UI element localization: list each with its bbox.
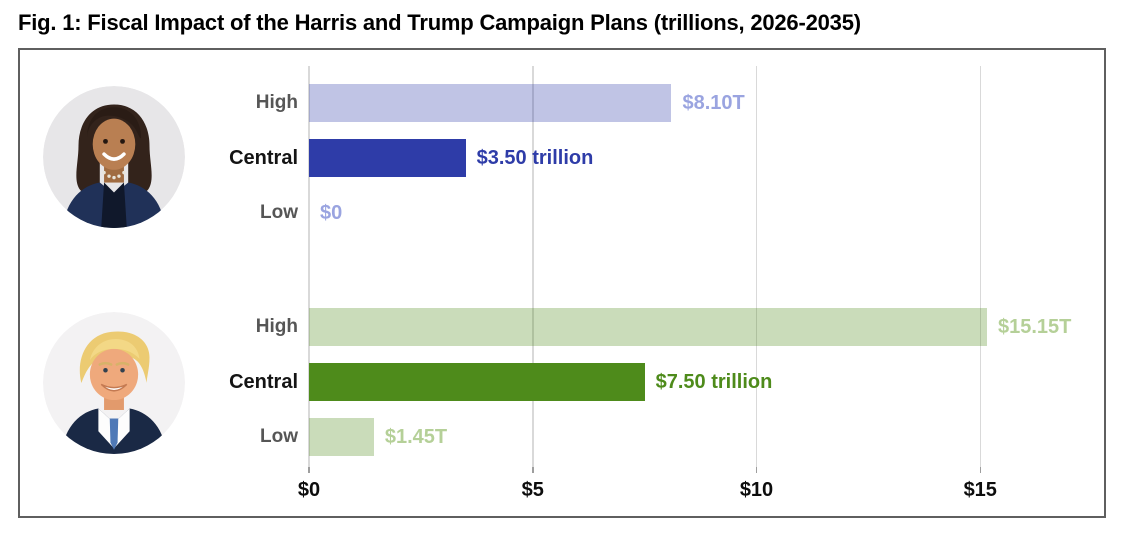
x-axis-label-$0: $0 — [297, 479, 321, 501]
x-axis-label-$5: $5 — [521, 479, 544, 501]
category-label-trump-central: Central — [229, 371, 298, 393]
category-label-harris-low: Low — [260, 202, 298, 223]
value-label-trump-central: $7.50 trillion — [655, 371, 773, 393]
bar-harris-central — [309, 139, 466, 177]
category-label-trump-low: Low — [260, 426, 298, 447]
axis-tick-$15 — [979, 467, 981, 473]
axis-tick-$5 — [532, 467, 534, 473]
axis-tick-$0 — [308, 467, 310, 473]
value-label-trump-high: $15.15T — [997, 316, 1072, 338]
gridline-$15 — [979, 66, 981, 467]
bar-harris-high — [309, 84, 672, 122]
value-label-harris-central: $3.50 trillion — [476, 147, 594, 169]
gridline-$10 — [755, 66, 758, 467]
bar-trump-low — [309, 418, 374, 456]
bar-trump-high — [309, 308, 987, 346]
x-axis-label-$10: $10 — [739, 479, 774, 501]
category-label-harris-central: Central — [229, 147, 298, 169]
harris-portrait — [43, 86, 185, 228]
chart-area: High $8.10T Central $3.50 trillion Low $0 High… — [18, 48, 1106, 518]
value-label-harris-low: $0 — [320, 202, 343, 224]
trump-portrait — [43, 312, 185, 454]
value-label-harris-high: $8.10T — [682, 92, 745, 114]
harris-portrait-icon — [43, 86, 185, 228]
chart-title: Fig. 1: Fiscal Impact of the Harris and … — [18, 10, 861, 35]
bar-trump-central — [309, 363, 645, 401]
category-label-trump-high: High — [255, 316, 298, 337]
axis-tick-$10 — [755, 467, 758, 473]
trump-portrait-icon — [43, 312, 185, 454]
x-axis-label-$15: $15 — [963, 479, 997, 501]
gridline-$0 — [308, 66, 310, 467]
category-label-harris-high: High — [255, 92, 298, 113]
gridline-$5 — [532, 66, 534, 467]
value-label-trump-low: $1.45T — [384, 426, 448, 448]
